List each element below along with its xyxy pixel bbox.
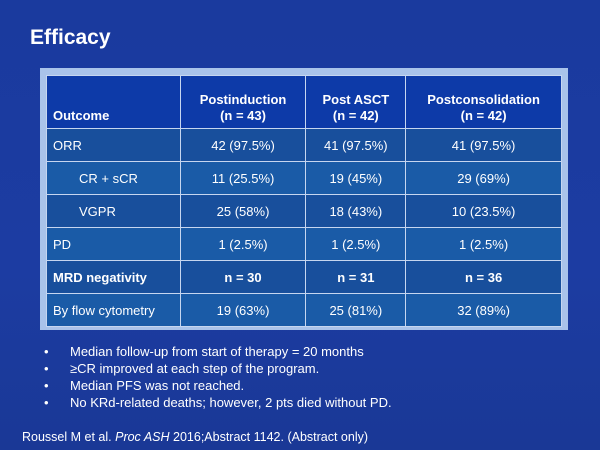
table-cell: 25 (58%) [179, 194, 307, 228]
bullet-glyph: • [44, 395, 49, 410]
citation-journal: Proc ASH [115, 430, 170, 444]
efficacy-table: Outcome Postinduction (n = 43) Post ASCT(… [46, 75, 562, 327]
table-cell: 42 (97.5%) [179, 128, 307, 162]
table-cell: 18 (43%) [305, 194, 407, 228]
row-label: VGPR [46, 194, 181, 228]
table-cell: 11 (25.5%) [179, 161, 307, 195]
table-cell: 25 (81%) [305, 293, 407, 327]
table-cell: n = 31 [305, 260, 407, 294]
table-cell: 29 (69%) [405, 161, 562, 195]
efficacy-table-frame: Outcome Postinduction (n = 43) Post ASCT(… [40, 68, 568, 330]
row-label: CR + sCR [46, 161, 181, 195]
table-header-row: Outcome Postinduction (n = 43) Post ASCT(… [46, 75, 562, 129]
table-cell: 1 (2.5%) [179, 227, 307, 261]
table-row: ORR 42 (97.5%) 41 (97.5%) 41 (97.5%) [46, 128, 562, 162]
bullet-item: • ≥CR improved at each step of the progra… [44, 361, 320, 376]
table-row: PD 1 (2.5%) 1 (2.5%) 1 (2.5%) [46, 227, 562, 261]
header-post-asct: Post ASCT (n = 42) [305, 75, 407, 129]
citation-authors: Roussel M et al. [22, 430, 112, 444]
row-label: MRD negativity [46, 260, 181, 294]
bullet-item: • Median follow-up from start of therapy … [44, 344, 364, 359]
slide-title: Efficacy [30, 26, 111, 49]
table-cell: 41 (97.5%) [305, 128, 407, 162]
table-cell: n = 36 [405, 260, 562, 294]
citation: Roussel M et al. Proc ASH 2016;Abstract … [22, 430, 368, 444]
table-row: VGPR 25 (58%) 18 (43%) 10 (23.5%) [46, 194, 562, 228]
table-row: CR + sCR 11 (25.5%) 19 (45%) 29 (69%) [46, 161, 562, 195]
table-row: MRD negativity n = 30 n = 31 n = 36 [46, 260, 562, 294]
bullet-list: • Median follow-up from start of therapy … [44, 343, 392, 411]
header-outcome: Outcome [46, 75, 181, 129]
header-postinduction: Postinduction (n = 43) [179, 75, 307, 129]
bullet-glyph: • [44, 344, 49, 359]
bullet-item: • No KRd-related deaths; however, 2 pts d… [44, 395, 392, 410]
table-cell: 1 (2.5%) [305, 227, 407, 261]
row-label: By flow cytometry [46, 293, 181, 327]
table-cell: n = 30 [179, 260, 307, 294]
header-postconsolidation: Postconsolidation (n = 42) [405, 75, 562, 129]
table-cell: 32 (89%) [405, 293, 562, 327]
table-cell: 19 (45%) [305, 161, 407, 195]
row-label: ORR [46, 128, 181, 162]
citation-details: 2016;Abstract 1142. (Abstract only) [173, 430, 369, 444]
row-label: PD [46, 227, 181, 261]
table-cell: 10 (23.5%) [405, 194, 562, 228]
table-cell: 41 (97.5%) [405, 128, 562, 162]
bullet-glyph: • [44, 378, 49, 393]
table-cell: 1 (2.5%) [405, 227, 562, 261]
bullet-item: • Median PFS was not reached. [44, 378, 245, 393]
bullet-glyph: • [44, 361, 49, 376]
table-row: By flow cytometry 19 (63%) 25 (81%) 32 (… [46, 293, 562, 327]
table-cell: 19 (63%) [179, 293, 307, 327]
